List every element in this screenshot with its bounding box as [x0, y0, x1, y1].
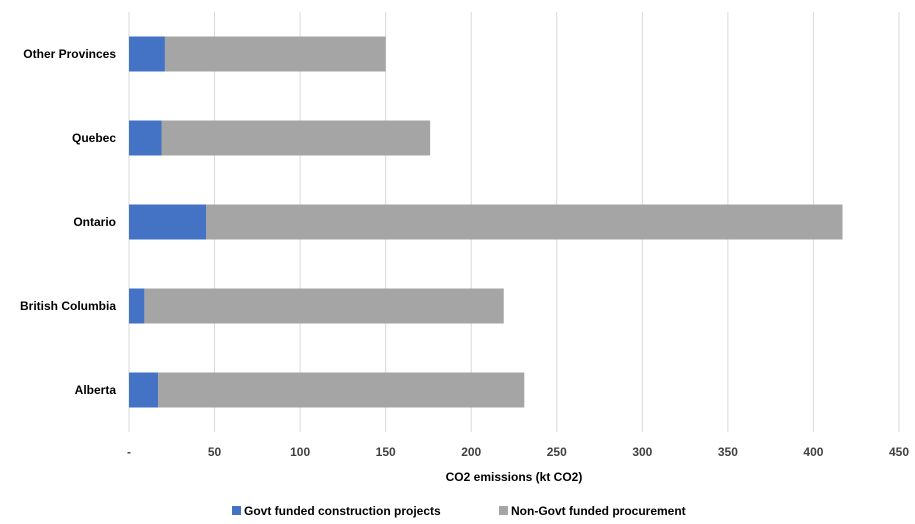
bars [129, 36, 843, 408]
bar-segment [161, 120, 431, 156]
x-tick-label: 100 [290, 445, 310, 459]
y-axis-categories: Other Provinces Quebec Ontario British Colu… [20, 47, 116, 397]
x-tick-label: 50 [208, 445, 222, 459]
x-tick-label: 400 [803, 445, 823, 459]
bar-segment [164, 36, 386, 72]
bar-segment [144, 288, 504, 324]
x-tick-label: 150 [376, 445, 396, 459]
x-tick-label: 350 [718, 445, 738, 459]
legend-swatch [499, 506, 508, 515]
legend: Govt funded construction projects Non-Gov… [232, 504, 686, 518]
bar-segment [206, 204, 843, 240]
bar-segment [129, 372, 159, 408]
bar-segment [129, 120, 162, 156]
x-tick-label: 300 [632, 445, 652, 459]
x-tick-label: 250 [547, 445, 567, 459]
bar-segment [129, 36, 165, 72]
x-tick-label: - [127, 445, 131, 459]
bar-segment [129, 204, 206, 240]
category-label: Quebec [72, 131, 116, 145]
category-label: Ontario [73, 215, 116, 229]
category-label: Other Provinces [23, 47, 116, 61]
category-label: British Columbia [20, 299, 116, 313]
bar-segment [129, 288, 145, 324]
legend-label: Non-Govt funded procurement [511, 504, 686, 518]
category-label: Alberta [75, 383, 117, 397]
bar-segment [158, 372, 525, 408]
x-tick-label: 450 [889, 445, 909, 459]
x-axis-title: CO2 emissions (kt CO2) [446, 470, 583, 484]
x-tick-label: 200 [461, 445, 481, 459]
legend-swatch [232, 506, 241, 515]
x-axis-ticks: - 50 100 150 200 250 300 350 400 450 [127, 445, 909, 459]
legend-label: Govt funded construction projects [244, 504, 441, 518]
